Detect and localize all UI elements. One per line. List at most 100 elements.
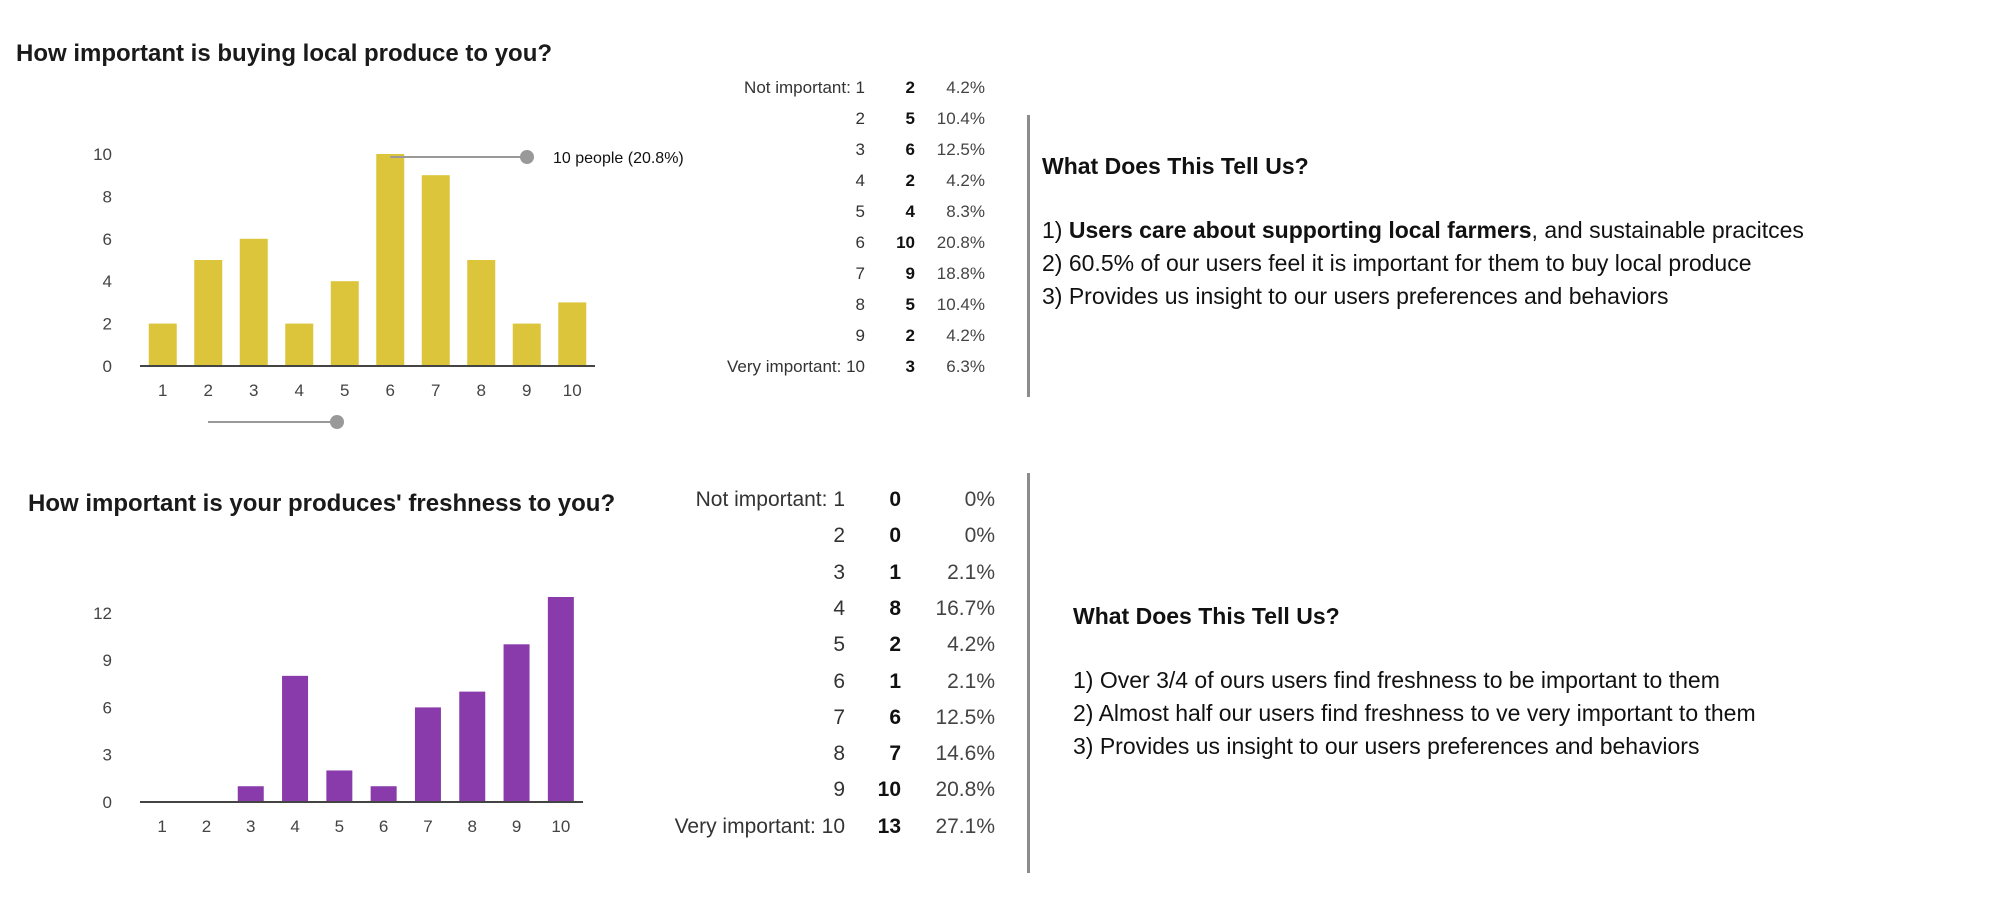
- q2-y-tick-label: 6: [103, 698, 112, 717]
- q2-bar[interactable]: [370, 786, 397, 802]
- q1-row-percent: 4.2%: [946, 326, 985, 345]
- q1-title: How important is buying local produce to…: [16, 40, 553, 67]
- q2-row-percent: 14.6%: [935, 742, 995, 766]
- q2-x-tick-label: 7: [423, 817, 432, 836]
- q1-row: 3 6 12.5%: [640, 140, 985, 171]
- q1-row-label: 8: [855, 295, 865, 314]
- q2-row-percent: 0%: [964, 488, 995, 511]
- q1-row-count: 4: [905, 202, 915, 221]
- section-divider: [1027, 473, 1030, 873]
- q1-bar[interactable]: [376, 154, 405, 366]
- q1-x-tick-label: 2: [204, 381, 213, 400]
- q1-row-percent: 6.3%: [946, 357, 985, 376]
- q2-insight-point-1: 1) Over 3/4 of ours users find freshness…: [1073, 667, 1720, 693]
- q1-row-count: 6: [905, 140, 915, 159]
- q1-row-percent: 18.8%: [936, 264, 985, 283]
- q2-row-count: 8: [889, 596, 901, 620]
- q1-row-label: Not important: 1: [744, 78, 865, 97]
- q1-row: 4 2 4.2%: [640, 171, 985, 202]
- q2-bar[interactable]: [503, 644, 530, 802]
- q1-row-count: 2: [905, 78, 915, 97]
- q2-insight: What Does This Tell Us? 1) Over 3/4 of o…: [1073, 603, 1756, 763]
- q1-x-tick-label: 8: [477, 381, 486, 400]
- q1-row-count: 2: [905, 171, 915, 190]
- q2-bar[interactable]: [326, 770, 353, 802]
- q1-bar[interactable]: [467, 260, 496, 366]
- q2-row-count: 10: [877, 778, 901, 802]
- q1-bar[interactable]: [558, 302, 587, 366]
- q1-row-label: 7: [855, 264, 865, 283]
- q1-x-tick-label: 5: [340, 381, 349, 400]
- q2-insight-point-3: 3) Provides us insight to our users pref…: [1073, 733, 1700, 759]
- q1-row: Not important: 1 2 4.2%: [640, 78, 985, 109]
- q1-row: 9 2 4.2%: [640, 326, 985, 357]
- q1-row-count: 5: [905, 295, 915, 314]
- q1-row: 7 9 18.8%: [640, 264, 985, 295]
- q1-bar[interactable]: [239, 238, 268, 366]
- q1-y-tick-label: 4: [103, 272, 112, 291]
- q2-row-count: 0: [889, 524, 901, 548]
- q1-row-count: 3: [905, 357, 915, 376]
- q2-response-table: Not important: 1 0 0% 2 0 0% 3 1 2.1% 4 …: [610, 488, 995, 858]
- q2-row-count: 6: [889, 705, 901, 729]
- q1-row-percent: 4.2%: [946, 78, 985, 97]
- q1-row: 8 5 10.4%: [640, 295, 985, 326]
- q2-bar[interactable]: [282, 675, 309, 802]
- q1-row: 6 10 20.8%: [640, 233, 985, 264]
- q1-y-tick-label: 0: [103, 357, 112, 376]
- q2-x-tick-label: 9: [512, 817, 521, 836]
- q1-bar[interactable]: [421, 175, 450, 366]
- q2-row-percent: 12.5%: [935, 705, 995, 729]
- q1-bar[interactable]: [194, 260, 223, 366]
- q1-row-percent: 20.8%: [936, 233, 985, 252]
- q2-bar[interactable]: [414, 707, 441, 802]
- q1-bar[interactable]: [285, 323, 314, 366]
- q2-y-tick-label: 3: [103, 746, 112, 765]
- q2-row-percent: 4.2%: [947, 633, 995, 657]
- q2-row-label: 7: [833, 705, 845, 729]
- q1-row-count: 5: [905, 109, 915, 128]
- q2-row: 9 10 20.8%: [610, 778, 995, 814]
- q2-x-tick-label: 1: [157, 817, 166, 836]
- q1-bar[interactable]: [330, 281, 359, 366]
- q2-row: 5 2 4.2%: [610, 633, 995, 669]
- q1-row-label: 4: [855, 171, 865, 190]
- q2-insight-title: What Does This Tell Us?: [1073, 603, 1340, 629]
- q2-row-label: Very important: 10: [674, 814, 845, 838]
- q2-x-tick-label: 3: [246, 817, 255, 836]
- q2-bar[interactable]: [547, 597, 574, 802]
- q2-row-percent: 2.1%: [947, 560, 995, 584]
- q2-row-label: 2: [833, 524, 845, 548]
- q2-row-count: 0: [889, 488, 901, 511]
- q1-row: 5 4 8.3%: [640, 202, 985, 233]
- q2-row-label: 3: [833, 560, 845, 584]
- q1-y-tick-label: 2: [103, 315, 112, 334]
- q1-bar-chart: 1 2 3 4 5 6 7 8 9 10 0 2 4 6 8 10 10 people (20.8%): [93, 145, 684, 429]
- q2-title: How important is your produces' freshnes…: [28, 490, 616, 517]
- q1-row-label: 3: [855, 140, 865, 159]
- q1-insight-point-1: 1) Users care about supporting local far…: [1042, 214, 1804, 247]
- q2-bar[interactable]: [237, 786, 264, 802]
- q1-bar[interactable]: [512, 323, 541, 366]
- q2-row-count: 7: [889, 742, 901, 766]
- q2-row-label: 9: [833, 778, 845, 802]
- q2-row-count: 2: [889, 633, 901, 657]
- q1-range-slider-handle[interactable]: [330, 415, 344, 429]
- q1-row-percent: 4.2%: [946, 171, 985, 190]
- q1-x-tick-label: 6: [386, 381, 395, 400]
- q1-insight-point-2: 2) 60.5% of our users feel it is importa…: [1042, 250, 1752, 276]
- q1-row-label: Very important: 10: [727, 357, 865, 376]
- q1-x-tick-label: 9: [522, 381, 531, 400]
- q2-insight-point-2: 2) Almost half our users find freshness …: [1073, 700, 1756, 726]
- q2-x-tick-label: 6: [379, 817, 388, 836]
- q2-bar[interactable]: [459, 691, 486, 802]
- q1-bar[interactable]: [148, 323, 177, 366]
- q1-insight-point-1-rest: , and sustainable pracitces: [1531, 217, 1804, 243]
- q1-insight-point-3: 3) Provides us insight to our users pref…: [1042, 283, 1669, 309]
- q1-row-count: 10: [896, 233, 915, 252]
- q1-x-tick-label: 3: [249, 381, 258, 400]
- q1-row-label: 2: [855, 109, 865, 128]
- q1-x-tick-label: 4: [295, 381, 304, 400]
- q1-callout-handle[interactable]: [520, 150, 534, 164]
- q2-x-tick-label: 8: [468, 817, 477, 836]
